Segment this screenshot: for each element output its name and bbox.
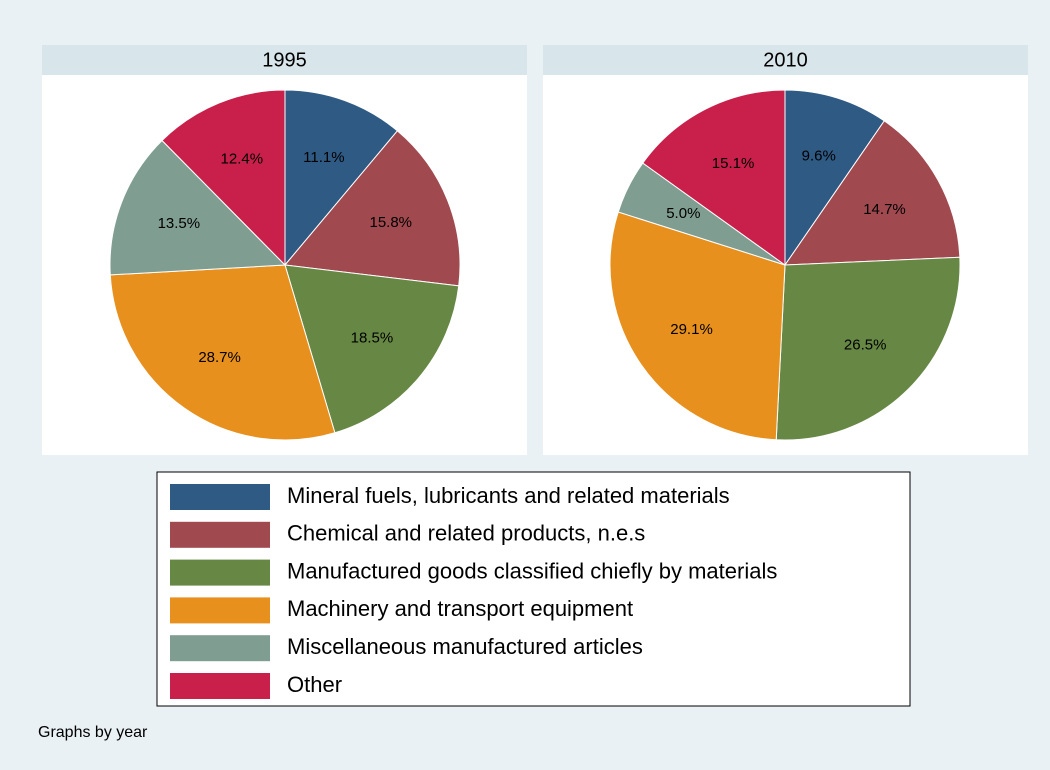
- pie-slice: [784, 120, 961, 266]
- slice-label: 15.1%: [712, 155, 755, 172]
- pie-slice: [284, 264, 460, 434]
- slice-label: 9.6%: [802, 147, 836, 164]
- slice-label: 18.5%: [351, 329, 394, 346]
- pie-slice: [161, 89, 286, 267]
- pie-slice: [284, 89, 399, 267]
- legend-label: Chemical and related products, n.e.s: [287, 521, 645, 546]
- slice-label: 28.7%: [198, 349, 241, 366]
- slice-label: 29.1%: [670, 321, 713, 338]
- slice-label: 11.1%: [303, 149, 344, 166]
- legend-swatch: [170, 673, 270, 699]
- slice-label: 26.5%: [844, 337, 887, 354]
- legend-label: Miscellaneous manufactured articles: [287, 634, 643, 659]
- panel-header: [42, 45, 527, 75]
- legend-box: [156, 471, 911, 707]
- pie-slice: [609, 211, 786, 441]
- slice-label: 15.8%: [369, 214, 412, 231]
- pie-slice: [284, 130, 461, 287]
- legend-label: Other: [287, 672, 342, 697]
- pie-slice: [109, 264, 336, 441]
- legend-swatch: [170, 521, 270, 548]
- slice-label: 12.4%: [221, 151, 264, 168]
- slice-label: 13.5%: [158, 215, 201, 232]
- pie-slice: [775, 256, 961, 441]
- pie-slice: [784, 89, 885, 267]
- slice-label: 14.7%: [863, 201, 906, 218]
- legend-label: Mineral fuels, lubricants and related ma…: [287, 483, 730, 508]
- panel-title: 1995: [262, 49, 307, 71]
- legend-swatch: [170, 635, 270, 662]
- panel-title: 2010: [763, 49, 808, 71]
- note: Graphs by year: [38, 724, 148, 741]
- pie-slice: [642, 89, 786, 266]
- legend-label: Machinery and transport equipment: [287, 596, 633, 621]
- legend-swatch: [170, 559, 270, 586]
- panel-header: [543, 45, 1028, 75]
- legend-swatch: [170, 484, 270, 510]
- legend-swatch: [170, 597, 270, 624]
- legend-label: Manufactured goods classified chiefly by…: [287, 558, 777, 583]
- pie-slice: [109, 139, 287, 276]
- slice-label: 5.0%: [666, 205, 700, 222]
